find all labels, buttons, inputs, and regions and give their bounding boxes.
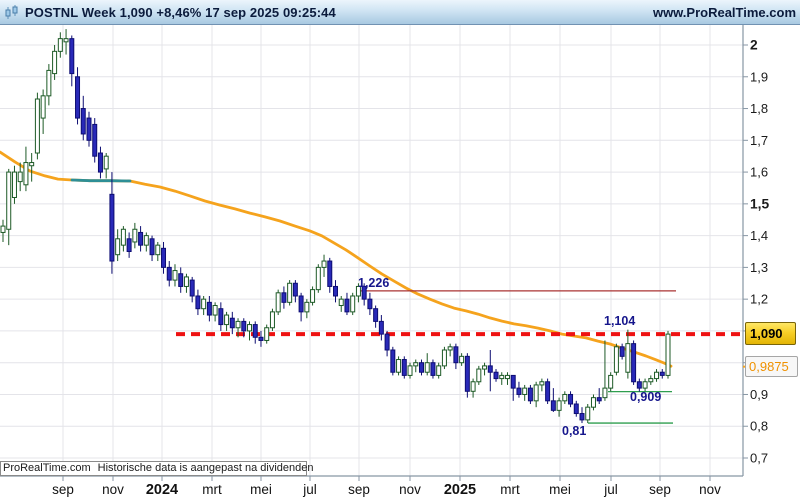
svg-text:mrt: mrt [500,482,520,497]
price-annotation: 1,226 [358,276,389,290]
svg-text:0,9: 0,9 [750,387,768,402]
svg-text:2025: 2025 [444,482,476,498]
svg-text:nov: nov [399,482,421,497]
svg-text:sep: sep [348,482,370,497]
ma-value-badge: 0,9875 [745,356,798,377]
price-axis[interactable]: 21,91,81,71,61,51,41,31,21,110,90,80,7 [742,25,770,476]
brand-label: ProRealTime.com [3,462,91,474]
svg-text:0,8: 0,8 [750,419,768,434]
price-annotation: 1,104 [604,314,635,328]
svg-text:1,9: 1,9 [750,69,768,84]
last-price-badge: 1,090 [745,322,796,345]
data-notice-band: ProRealTime.com Historische data is aange… [0,461,314,476]
site-link[interactable]: www.ProRealTime.com [652,4,796,20]
level-lines [176,290,743,424]
time-axis[interactable]: sep nov 2024 mrt mei jul sep nov 2025 mrt mei jul se… [0,475,743,498]
svg-text:0,7: 0,7 [750,451,768,466]
svg-text:mei: mei [250,482,272,497]
chart-title: POSTNL Week 1,090 +8,46% 17 sep 2025 09:… [25,4,336,20]
dividend-notice: Historische data is aangepast na dividen… [97,462,314,474]
svg-text:mei: mei [549,482,571,497]
svg-text:1,6: 1,6 [750,165,768,180]
svg-text:nov: nov [699,482,721,497]
price-chart[interactable]: sep nov 2024 mrt mei jul sep nov 2025 mrt mei jul se… [0,25,800,500]
svg-text:1,8: 1,8 [750,101,768,116]
price-annotation: 0,909 [630,390,661,404]
price-annotation: 0,81 [562,424,586,438]
title-bar: POSTNL Week 1,090 +8,46% 17 sep 2025 09:… [0,0,800,25]
candlestick-icon [4,4,20,20]
svg-text:1,5: 1,5 [750,196,770,211]
svg-text:sep: sep [649,482,671,497]
svg-text:2024: 2024 [146,482,178,498]
svg-text:1,2: 1,2 [750,292,768,307]
svg-text:jul: jul [603,482,618,497]
svg-text:1,3: 1,3 [750,260,768,275]
annotations-layer: 1,226 1,104 0,909 0,81 [358,276,661,438]
svg-text:1,4: 1,4 [750,228,768,243]
moving-average-line [0,150,673,368]
svg-text:jul: jul [302,482,317,497]
svg-text:nov: nov [102,482,124,497]
svg-text:sep: sep [52,482,74,497]
svg-text:mrt: mrt [202,482,222,497]
candles-layer [0,29,671,424]
svg-text:1,7: 1,7 [750,133,768,148]
svg-text:2: 2 [750,38,758,53]
